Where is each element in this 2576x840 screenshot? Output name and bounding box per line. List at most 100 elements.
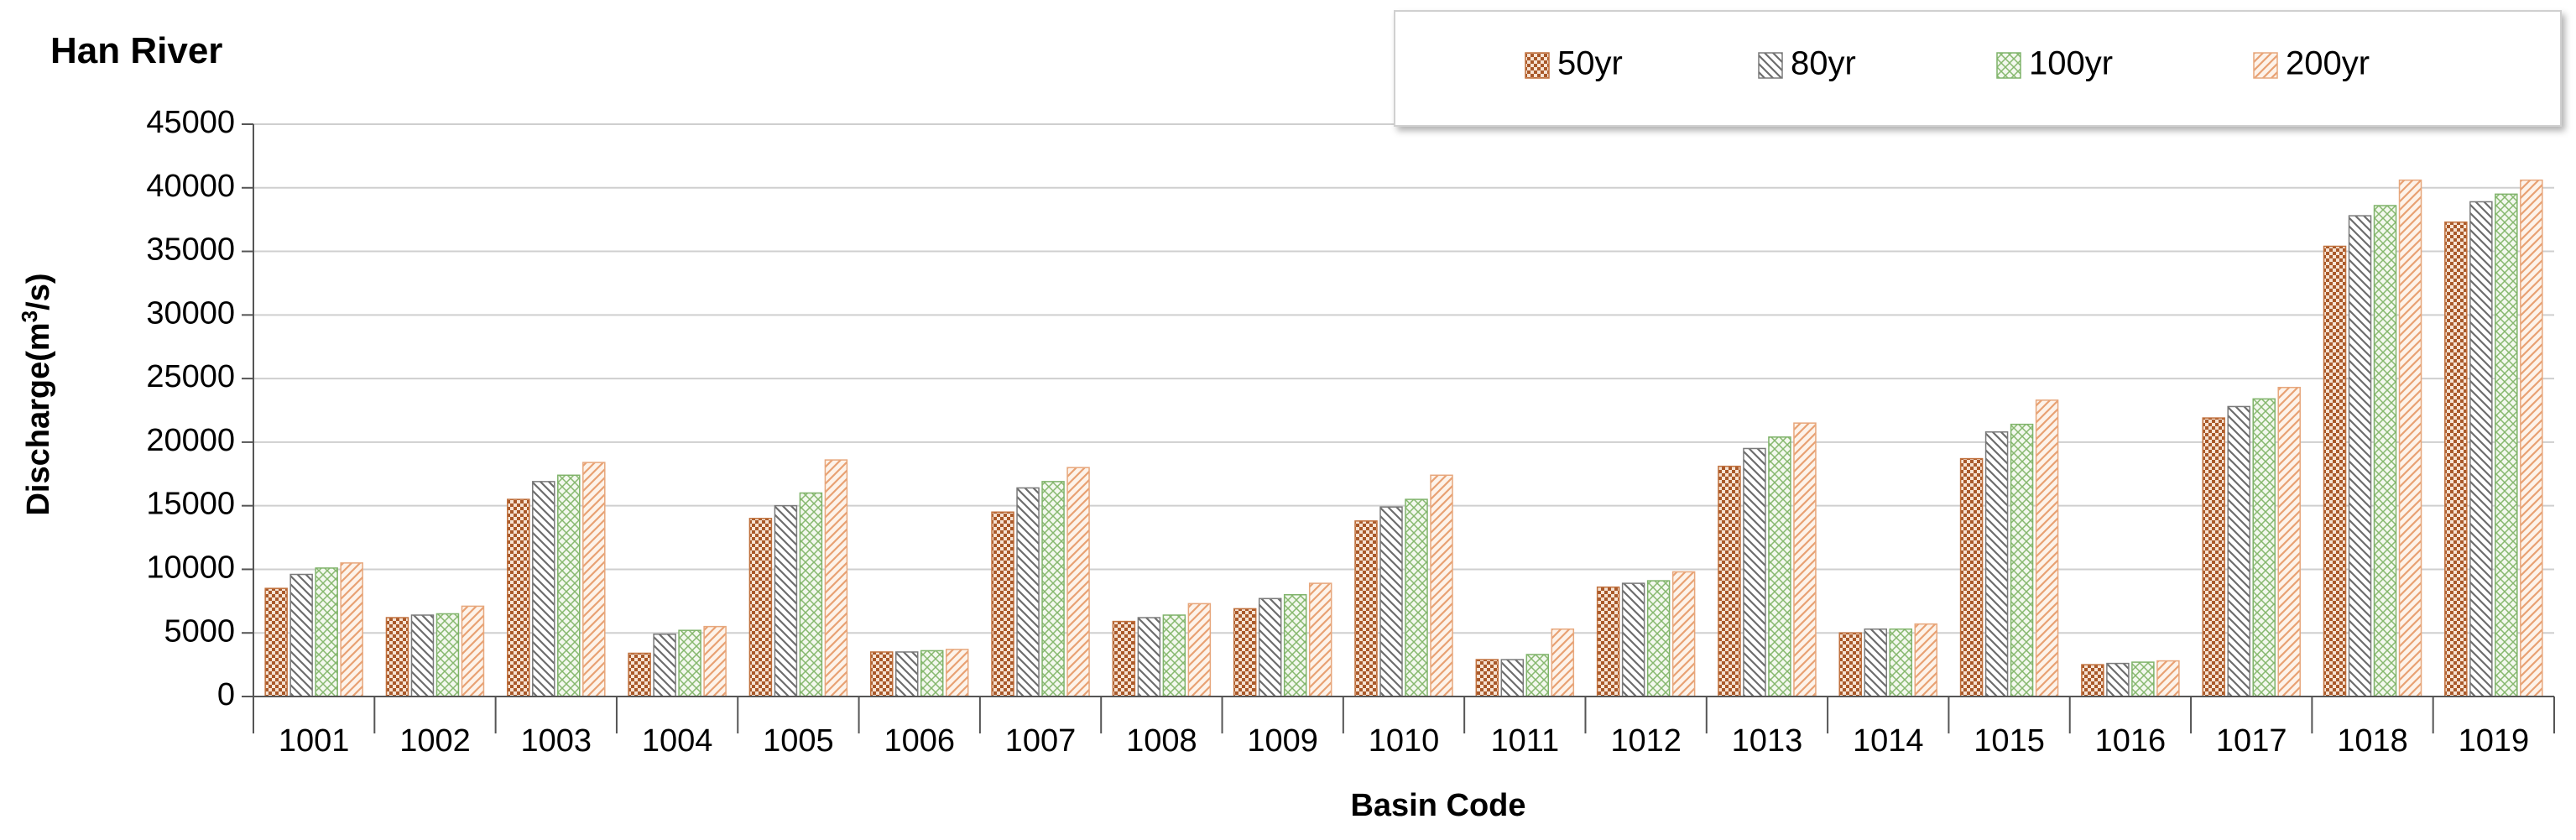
bar-200yr-1015 [2035,399,2059,697]
legend-box [1394,10,2562,127]
bar-200yr-1014 [1914,623,1938,697]
x-tick-label: 1011 [1490,723,1559,759]
bar-80yr-1006 [894,651,919,697]
y-tick-label: 15000 [146,487,235,522]
bar-100yr-1018 [2373,205,2397,697]
bar-80yr-1008 [1137,617,1161,697]
bar-200yr-1018 [2398,179,2422,697]
bar-50yr-1019 [2444,221,2468,697]
x-tick-label: 1006 [884,723,955,759]
x-tick-label: 1014 [1853,723,1924,759]
bar-50yr-1008 [1112,620,1136,697]
x-tick-label: 1005 [763,723,834,759]
bar-200yr-1013 [1793,422,1817,697]
bar-80yr-1009 [1258,597,1282,697]
y-tick-label: 35000 [146,232,235,268]
bar-100yr-1012 [1646,580,1671,697]
bars [264,179,2543,697]
x-tick-label: 1001 [279,723,350,759]
bar-50yr-1009 [1233,608,1257,697]
x-tick-labels: 1001 1002 1003 1004 1005 1006 1007 1008 1009 1010… [279,723,2529,759]
x-tick-label: 1010 [1369,723,1440,759]
x-tick-label: 1008 [1126,723,1197,759]
y-tick-labels: 0 5000 10000 15000 20000 25000 30000 35000 40000… [146,105,235,712]
bar-100yr-1003 [557,474,581,697]
bar-80yr-1016 [2106,662,2130,697]
y-tick-label: 10000 [146,550,235,585]
bar-50yr-1013 [1718,465,1741,697]
y-tick-label: 40000 [146,169,235,204]
bar-200yr-1005 [824,459,848,697]
bar-100yr-1001 [315,567,338,697]
bar-50yr-1002 [385,617,409,697]
bar-200yr-1011 [1551,628,1575,697]
bar-80yr-1002 [410,614,435,697]
bar-100yr-1009 [1283,594,1307,697]
bar-80yr-1012 [1621,582,1645,697]
bar-50yr-1001 [264,587,288,697]
x-tick-label: 1019 [2459,723,2530,759]
bar-50yr-1012 [1596,586,1620,697]
bar-80yr-1014 [1864,628,1888,697]
bar-200yr-1017 [2277,386,2301,697]
bar-80yr-1017 [2227,405,2250,697]
y-tick-label: 30000 [146,295,235,331]
bar-200yr-1001 [340,562,363,697]
legend: 50yr 80yr 100yr 200yr [1394,10,2562,127]
bar-100yr-1006 [920,650,944,697]
x-tick-label: 1012 [1610,723,1682,759]
bar-50yr-1018 [2323,245,2347,697]
axes [242,123,2555,733]
y-tick-label: 5000 [164,613,235,649]
bar-80yr-1018 [2348,215,2372,697]
bar-200yr-1009 [1308,582,1332,697]
y-tick-label: 25000 [146,359,235,394]
bar-100yr-1011 [1525,654,1550,697]
bar-200yr-1007 [1066,467,1090,697]
x-tick-label: 1002 [399,723,471,759]
bar-100yr-1005 [799,492,823,697]
bar-100yr-1015 [2010,423,2034,697]
bar-50yr-1007 [991,511,1014,697]
bar-200yr-1002 [461,605,485,697]
bar-200yr-1010 [1430,474,1453,697]
bar-200yr-1006 [945,649,969,697]
bar-80yr-1011 [1500,659,1525,697]
legend-swatch-80yr [1758,52,1783,79]
bar-100yr-1019 [2495,193,2518,697]
legend-label-50yr: 50yr [1557,45,1623,82]
bar-100yr-1013 [1768,436,1791,697]
y-axis-title: Discharge(m3/s) [17,273,56,515]
bar-50yr-1014 [1838,632,1863,697]
bar-50yr-1015 [1959,457,1984,697]
bar-80yr-1015 [1984,431,2009,697]
bar-100yr-1007 [1041,481,1065,697]
bar-200yr-1004 [703,625,727,697]
x-tick-label: 1007 [1005,723,1077,759]
bar-100yr-1004 [678,629,701,697]
chart-title: Han River [50,30,222,71]
legend-swatch-200yr [2253,52,2278,79]
bar-50yr-1016 [2081,664,2104,697]
bar-100yr-1017 [2252,398,2276,697]
bar-200yr-1003 [582,462,606,697]
bar-80yr-1010 [1379,506,1403,697]
bar-200yr-1019 [2520,179,2543,697]
x-tick-label: 1009 [1247,723,1318,759]
legend-items: 50yr 80yr 100yr 200yr [1525,45,2370,82]
bar-50yr-1006 [869,651,894,697]
y-axis-title-superscript: 3 [17,310,42,322]
bar-80yr-1019 [2469,201,2493,697]
bar-200yr-1008 [1187,603,1212,697]
bar-80yr-1013 [1743,447,1766,697]
legend-swatch-100yr [1996,52,2021,79]
x-tick-label: 1015 [1974,723,2045,759]
bar-50yr-1017 [2202,417,2225,697]
bar-80yr-1003 [532,481,555,697]
legend-label-80yr: 80yr [1791,45,1856,82]
x-axis-title: Basin Code [1350,788,1525,823]
y-tick-label: 0 [217,677,235,712]
bar-50yr-1003 [507,498,530,697]
